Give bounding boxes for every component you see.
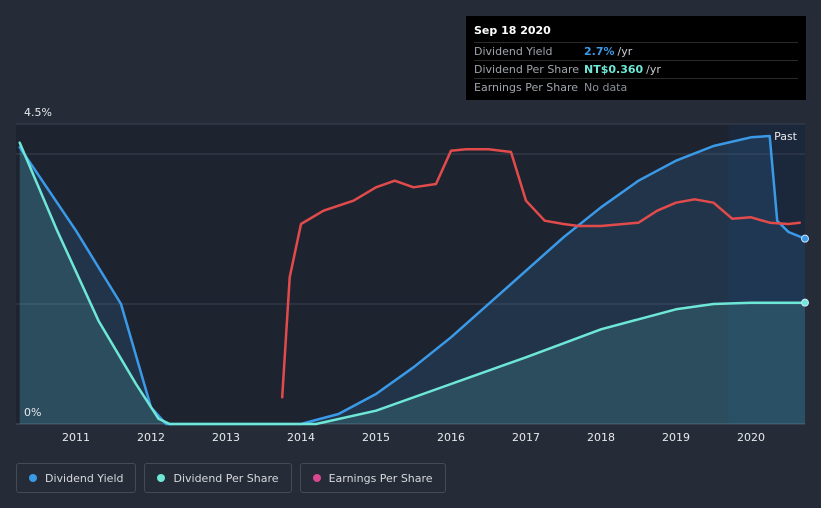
y-axis-top-label: 4.5%: [24, 106, 52, 119]
x-tick-label: 2020: [737, 431, 765, 444]
past-region: [728, 124, 805, 424]
x-tick-label: 2015: [362, 431, 390, 444]
tooltip-unit: /yr: [617, 45, 633, 58]
earnings-per-share-line: [280, 148, 802, 399]
legend-item-earnings-per-share[interactable]: Earnings Per Share: [299, 463, 446, 493]
legend-label: Earnings Per Share: [328, 471, 433, 485]
x-tick-label: 2013: [212, 431, 240, 444]
tooltip-row-dividend-yield: Dividend Yield 2.7% /yr: [474, 42, 798, 60]
x-tick-label: 2018: [587, 431, 615, 444]
past-label: Past: [774, 130, 798, 143]
tooltip-value: No data: [584, 81, 628, 94]
dividend-per-share-area: [19, 142, 805, 424]
dividend-per-share-line: [18, 141, 807, 426]
x-tick-label: 2019: [662, 431, 690, 444]
dividend-yield-end-marker: [801, 234, 809, 243]
legend-label: Dividend Yield: [45, 471, 124, 485]
legend-item-dividend-yield[interactable]: Dividend Yield: [16, 463, 137, 493]
legend: Dividend Yield Dividend Per Share Earnin…: [16, 463, 446, 493]
tooltip-date: Sep 18 2020: [474, 24, 551, 37]
tooltip-value: 2.7%: [584, 45, 615, 58]
tooltip-row-earnings-per-share: Earnings Per Share No data: [474, 78, 798, 96]
dividend-yield-line: [18, 134, 807, 426]
dividend-yield-area: [19, 136, 805, 424]
tooltip-value: NT$0.360: [584, 63, 644, 76]
x-tick-label: 2016: [437, 431, 465, 444]
tooltip-label: Dividend Per Share: [474, 63, 580, 76]
plot-area: [16, 124, 805, 424]
tooltip-label: Earnings Per Share: [474, 81, 579, 94]
x-tick-label: 2012: [137, 431, 165, 444]
y-axis-bottom-label: 0%: [24, 406, 41, 419]
x-tick-label: 2017: [512, 431, 540, 444]
legend-item-dividend-per-share[interactable]: Dividend Per Share: [144, 463, 292, 493]
x-tick-label: 2014: [287, 431, 315, 444]
legend-dot: [157, 474, 166, 482]
tooltip-unit: /yr: [646, 63, 661, 76]
tooltip-row-dividend-per-share: Dividend Per Share NT$0.360 /yr: [474, 60, 798, 78]
legend-dot: [312, 474, 321, 482]
tooltip-label: Dividend Yield: [474, 45, 553, 58]
x-tick-label: 2011: [62, 431, 90, 444]
legend-dot: [29, 474, 37, 482]
tooltip: Sep 18 2020 Dividend Yield 2.7% /yr Divi…: [466, 16, 806, 100]
dividend-per-share-end-marker: [801, 298, 809, 307]
legend-label: Dividend Per Share: [173, 471, 279, 485]
